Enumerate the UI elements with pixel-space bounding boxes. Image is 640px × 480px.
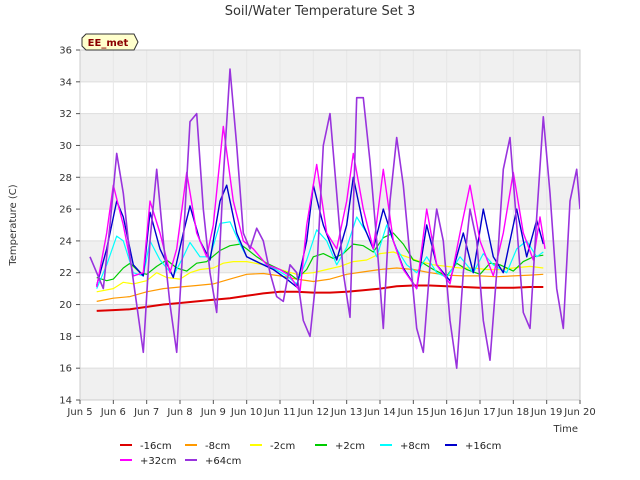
x-tick-label: Jun 9 (200, 407, 226, 418)
legend-label: -2cm (270, 441, 295, 452)
series-line-2cm (96, 232, 544, 282)
legend: -16cm -8cm -2cm +2cm +8cm +16cm +32cm +64cm (120, 441, 501, 467)
series-line-16cm (96, 284, 544, 312)
legend-label: +2cm (335, 441, 365, 452)
y-tick-label: 22 (59, 268, 72, 279)
station-badge: EE_met (81, 33, 139, 51)
series-line-64cm (89, 68, 580, 369)
x-tick-label: Jun 17 (463, 407, 496, 418)
legend-label: -16cm (140, 441, 172, 452)
x-tick-label: Jun 8 (166, 407, 192, 418)
legend-label: -8cm (205, 441, 230, 452)
y-tick-label: 16 (59, 364, 72, 375)
series-line-8cm (96, 267, 544, 302)
legend-label: +32cm (140, 456, 176, 467)
series-lines (89, 68, 580, 369)
x-tick-label: Jun 14 (363, 407, 396, 418)
badge-text: EE_met (88, 38, 129, 49)
y-tick-label: 30 (59, 141, 72, 152)
y-tick-label: 28 (59, 173, 72, 184)
background-band (80, 177, 580, 210)
x-tick-label: Jun 15 (397, 407, 430, 418)
background-band (80, 50, 580, 82)
x-tick-label: Jun 10 (230, 407, 263, 418)
y-tick-label: 18 (59, 332, 72, 343)
x-axis-ticks: Jun 5 Jun 6 Jun 7 Jun 8 Jun 9 Jun 10 Jun 11 Jun… (66, 400, 596, 418)
y-tick-label: 32 (59, 109, 72, 120)
x-tick-label: Jun 16 (430, 407, 463, 418)
x-tick-label: Jun 12 (297, 407, 330, 418)
y-axis-ticks: 14 16 18 20 22 24 26 28 30 32 34 36 (59, 46, 80, 407)
badge-shape (81, 33, 139, 51)
x-tick-label: Jun 19 (530, 407, 563, 418)
x-tick-label: Jun 7 (133, 407, 159, 418)
chart-title: Soil/Water Temperature Set 3 (225, 4, 416, 19)
x-tick-label: Jun 18 (497, 407, 530, 418)
legend-label: +16cm (465, 441, 501, 452)
y-tick-label: 20 (59, 300, 72, 311)
legend-label: +8cm (400, 441, 430, 452)
y-axis-label: Temperature (C) (8, 184, 19, 266)
x-tick-label: Jun 6 (100, 407, 126, 418)
legend-label: +64cm (205, 456, 241, 467)
background-band (80, 304, 580, 337)
x-tick-label: Jun 20 (563, 407, 596, 418)
background-band (80, 368, 580, 400)
plot-frame (79, 49, 581, 401)
x-tick-label: Jun 11 (263, 407, 296, 418)
series-line-8cm (96, 216, 544, 289)
x-tick-label: Jun 13 (330, 407, 363, 418)
x-tick-label: Jun 5 (66, 407, 92, 418)
x-axis-label: Time (553, 424, 578, 435)
y-tick-label: 36 (59, 46, 72, 57)
y-tick-label: 14 (59, 396, 72, 407)
y-tick-label: 24 (59, 236, 72, 247)
plot-background-bands (80, 50, 580, 400)
series-line-32cm (96, 125, 546, 293)
y-tick-label: 34 (59, 77, 72, 88)
y-tick-label: 26 (59, 205, 72, 216)
